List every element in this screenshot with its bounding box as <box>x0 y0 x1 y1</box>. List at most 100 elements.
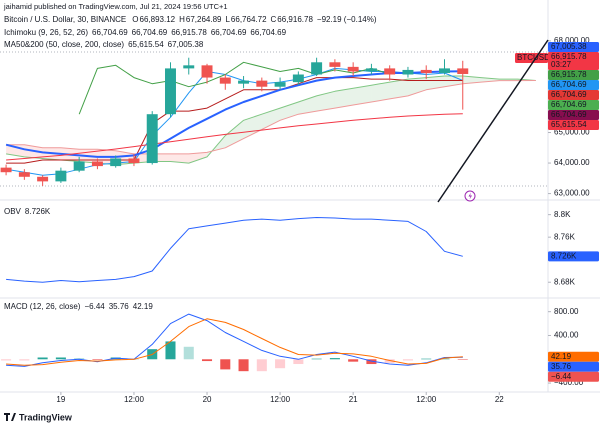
histogram-bar <box>201 359 213 362</box>
brand: TradingView <box>19 412 73 422</box>
ohlc-label: O <box>132 15 138 24</box>
indicator-line <box>6 77 463 164</box>
y-tick-label: 68,000.00 <box>554 36 590 45</box>
histogram-bar <box>275 359 286 369</box>
histogram-bar <box>238 359 249 372</box>
indicator-value: 66,704.69 <box>92 28 128 37</box>
value-tag: 35.76 <box>551 362 572 371</box>
candle-body <box>110 158 122 167</box>
indicator-value: 66,915.78 <box>171 28 207 37</box>
ichimoku-cloud <box>170 153 189 164</box>
price-tag: 66,915.78 <box>551 52 587 61</box>
ichimoku-cloud <box>243 114 262 139</box>
y-tick-label: 8.8K <box>554 210 571 219</box>
value-tag-bg <box>548 251 599 262</box>
indicator-name: Ichimoku (9, 26, 52, 26) <box>4 28 88 37</box>
ohlc-label: H <box>179 15 185 24</box>
price-tag-bg <box>548 70 599 80</box>
candle-body <box>201 65 213 78</box>
histogram-bar <box>92 359 103 360</box>
ichimoku-cloud <box>188 152 208 164</box>
value-tag-bg <box>548 351 599 362</box>
logo: TradingView <box>4 412 73 422</box>
y-tick-label: 400.00 <box>554 331 579 340</box>
histogram-bar <box>402 359 413 361</box>
price-tag: 66,704.69 <box>551 80 587 89</box>
legend-title: OBV <box>4 207 22 216</box>
candle-body <box>311 62 323 75</box>
y-tick-label: 8.76K <box>554 232 576 241</box>
candle-body <box>91 161 103 167</box>
ohlc-value: 66,893.12 <box>140 15 176 24</box>
y-tick-label: 63,000.00 <box>554 189 590 198</box>
price-tag: 66,915.78 <box>551 70 587 79</box>
histogram-bar <box>439 358 450 360</box>
legend-value: 8.726K <box>25 207 51 216</box>
candle-body <box>128 158 140 164</box>
ichimoku-cloud <box>334 88 354 109</box>
x-tick-label: 20 <box>203 395 212 404</box>
indicator-value: 66,704.69 <box>211 28 247 37</box>
histogram-bar <box>165 341 176 360</box>
histogram-bar <box>348 359 359 362</box>
price-tag: 66,704.69 <box>551 100 587 109</box>
price-tag-bg <box>548 120 599 130</box>
y-tick-label: 65,000.00 <box>554 128 590 137</box>
symbol-tag: BTCUSD <box>517 53 550 62</box>
histogram-bar <box>183 346 194 360</box>
candle-body <box>55 170 67 182</box>
candle-body <box>274 82 286 87</box>
x-tick-label: 21 <box>349 395 358 404</box>
histogram-bar <box>293 359 304 365</box>
x-tick-label: 12:00 <box>124 395 145 404</box>
change-value: −92.19 (−0.14%) <box>317 15 377 24</box>
price-tag-countdown: 03:27 <box>551 60 572 69</box>
alert-icon[interactable] <box>464 190 476 202</box>
candle-body <box>0 167 12 173</box>
price-tag: 66,704.69 <box>551 90 587 99</box>
candle-body <box>219 77 231 84</box>
value-tag-bg <box>548 371 599 382</box>
indicator-value: 66,704.69 <box>132 28 168 37</box>
ichimoku-cloud <box>462 76 482 84</box>
candle-body <box>365 68 377 72</box>
legend-title: MACD (12, 26, close) <box>4 302 81 311</box>
price-tag: 65,615.54 <box>551 120 587 129</box>
candle-body <box>146 114 158 164</box>
candle-body <box>384 68 396 75</box>
y-tick-label: 64,000.00 <box>554 158 590 167</box>
ichimoku-cloud <box>371 82 390 102</box>
macd-line <box>6 313 463 367</box>
candle-body <box>256 80 268 87</box>
ohlc-value: 66,764.72 <box>231 15 267 24</box>
candle-body <box>402 69 414 75</box>
value-tag-bg <box>548 361 599 372</box>
indicator-value: 65,615.54 <box>128 40 164 49</box>
candle-body <box>329 62 341 67</box>
price-tag-bg <box>548 42 599 52</box>
price-tag: 66,704.69 <box>551 110 587 119</box>
histogram-bar <box>256 359 267 372</box>
obv-line <box>6 217 463 283</box>
histogram-bar <box>74 358 85 360</box>
span-b-line <box>6 80 536 155</box>
candle-body <box>73 161 85 171</box>
x-tick-label: 19 <box>56 395 65 404</box>
price-tag-bg <box>548 80 599 90</box>
trend-line <box>437 39 549 203</box>
y-tick-label: −400.00 <box>554 378 584 387</box>
candle-body <box>292 74 304 83</box>
value-tag: 42.19 <box>551 352 572 361</box>
x-tick-label: 12:00 <box>416 395 437 404</box>
legend-title: Bitcoin / U.S. Dollar, 30, BINANCE <box>4 15 126 24</box>
histogram-bar <box>55 357 66 360</box>
alert-bolt <box>468 192 472 200</box>
ichimoku-cloud <box>426 76 445 90</box>
macd-line <box>6 318 463 366</box>
x-tick-label: 12:00 <box>270 395 291 404</box>
candle-body <box>37 176 49 182</box>
ichimoku-cloud <box>389 79 408 99</box>
logo-mark <box>4 413 16 421</box>
candle-body <box>183 65 195 69</box>
